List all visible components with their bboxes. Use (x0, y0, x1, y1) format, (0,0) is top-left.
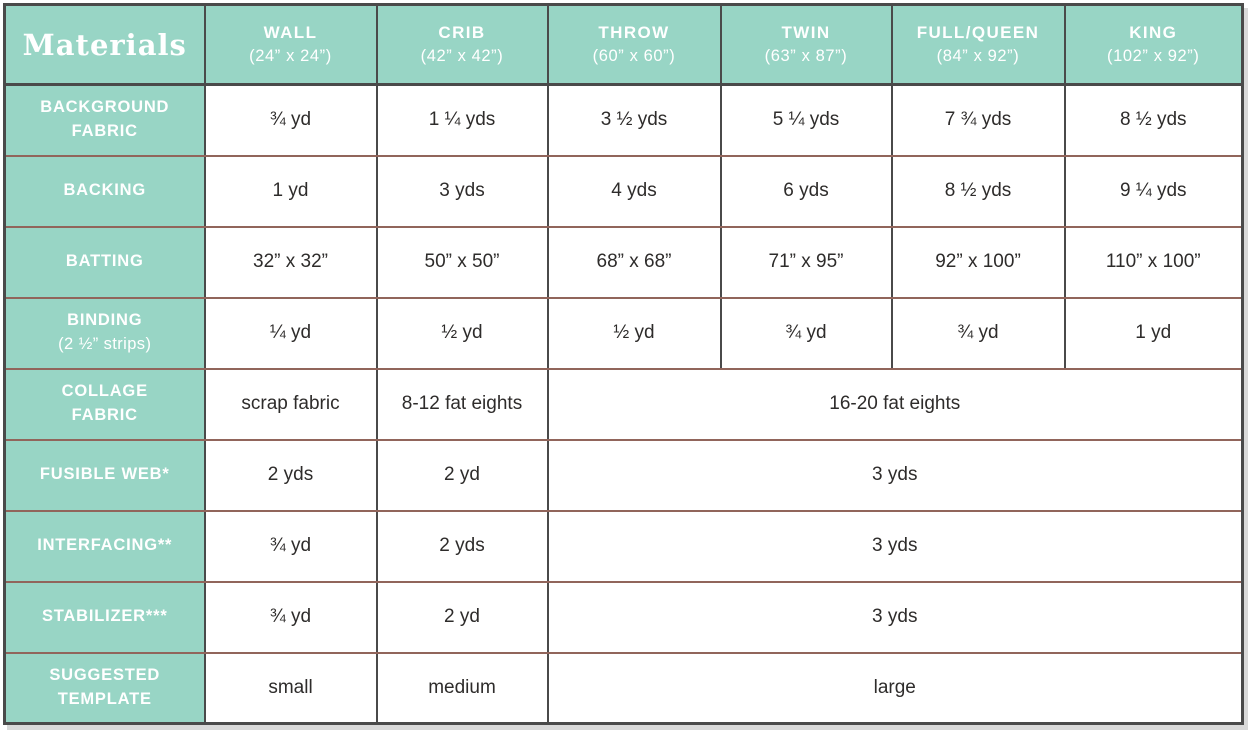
row-label-cell: BINDING (2 ½” strips) (3, 296, 206, 370)
table-title-cell: Materials (3, 3, 206, 86)
column-size: (60” x 60”) (592, 47, 676, 66)
row-label-text: BACKGROUND (40, 98, 170, 117)
row-label-cell: INTERFACING** (3, 509, 206, 583)
data-cell: 3 yds (546, 509, 1244, 583)
table-row: COLLAGE FABRIC scrap fabric 8-12 fat eights… (3, 367, 1244, 441)
column-name: KING (1129, 23, 1178, 43)
data-cell: ½ yd (546, 296, 722, 370)
row-label-text: BATTING (65, 252, 144, 271)
data-cell: ¾ yd (203, 509, 378, 583)
row-label-text: BACKING (63, 181, 147, 200)
column-size: (102” x 92”) (1107, 47, 1200, 66)
table-row: SUGGESTED TEMPLATE small medium large (3, 651, 1244, 725)
table-row: BACKING 1 yd 3 yds 4 yds 6 yds 8 ½ yds 9 ¼ yds (3, 154, 1244, 228)
column-header-full-queen: FULL/QUEEN (84” x 92”) (890, 3, 1066, 86)
data-cell: 2 yds (375, 509, 549, 583)
data-cell: 2 yd (375, 438, 549, 512)
data-cell: 3 yds (375, 154, 549, 228)
column-header-twin: TWIN (63” x 87”) (719, 3, 893, 86)
column-size: (24” x 24”) (249, 47, 332, 66)
column-size: (63” x 87”) (764, 47, 848, 66)
data-cell: ¾ yd (890, 296, 1066, 370)
column-header-king: KING (102” x 92”) (1063, 3, 1244, 86)
row-sublabel-text: (2 ½” strips) (58, 335, 152, 353)
table-row: BATTING 32” x 32” 50” x 50” 68” x 68” 71” x … (3, 225, 1244, 299)
data-cell: 50” x 50” (375, 225, 549, 299)
column-size: (42” x 42”) (420, 47, 504, 66)
row-label-text: FABRIC (71, 406, 138, 424)
table-title: Materials (22, 27, 187, 62)
data-cell: 1 ¼ yds (375, 83, 549, 157)
data-cell: ¼ yd (203, 296, 378, 370)
column-header-wall: WALL (24” x 24”) (203, 3, 378, 86)
row-label-text: FUSIBLE WEB* (39, 465, 170, 484)
row-label-text: STABILIZER*** (41, 607, 168, 626)
data-cell: 9 ¼ yds (1063, 154, 1244, 228)
column-name: WALL (263, 23, 318, 43)
column-header-crib: CRIB (42” x 42”) (375, 3, 549, 86)
data-cell: 5 ¼ yds (719, 83, 893, 157)
header-row: Materials WALL (24” x 24”) CRIB (42” x 4… (3, 3, 1244, 86)
data-cell: 3 ½ yds (546, 83, 722, 157)
data-cell: small (203, 651, 378, 725)
column-size: (84” x 92”) (936, 47, 1020, 66)
data-cell: ¾ yd (203, 83, 378, 157)
data-cell: 7 ¾ yds (890, 83, 1066, 157)
data-cell: 16-20 fat eights (546, 367, 1244, 441)
row-label-text: INTERFACING** (37, 536, 173, 555)
data-cell: 6 yds (719, 154, 893, 228)
row-label-text: COLLAGE (61, 382, 148, 401)
data-cell: ½ yd (375, 296, 549, 370)
row-label-cell: STABILIZER*** (3, 580, 206, 654)
table-row: INTERFACING** ¾ yd 2 yds 3 yds (3, 509, 1244, 583)
data-cell: ¾ yd (719, 296, 893, 370)
data-cell: 71” x 95” (719, 225, 893, 299)
data-cell: 110” x 100” (1063, 225, 1244, 299)
row-label-text: TEMPLATE (57, 689, 152, 708)
data-cell: 3 yds (546, 438, 1244, 512)
column-header-throw: THROW (60” x 60”) (546, 3, 722, 86)
data-cell: 8 ½ yds (1063, 83, 1244, 157)
row-label-text: FABRIC (71, 122, 138, 141)
data-cell: 2 yd (375, 580, 549, 654)
data-cell: 4 yds (546, 154, 722, 228)
table-row: FUSIBLE WEB* 2 yds 2 yd 3 yds (3, 438, 1244, 512)
data-cell: scrap fabric (203, 367, 378, 441)
materials-table: Materials WALL (24” x 24”) CRIB (42” x 4… (3, 3, 1244, 725)
table-row: BINDING (2 ½” strips) ¼ yd ½ yd ½ yd ¾ yd ¾ yd… (3, 296, 1244, 370)
row-label-cell: SUGGESTED TEMPLATE (3, 651, 206, 725)
column-name: FULL/QUEEN (916, 23, 1040, 43)
row-label-cell: BACKING (3, 154, 206, 228)
table-row: BACKGROUND FABRIC ¾ yd 1 ¼ yds 3 ½ yds 5 ¼ yd… (3, 83, 1244, 157)
row-label-cell: BACKGROUND FABRIC (3, 83, 206, 157)
data-cell: 1 yd (1063, 296, 1244, 370)
data-cell: ¾ yd (203, 580, 378, 654)
data-cell: 1 yd (203, 154, 378, 228)
column-name: THROW (598, 23, 670, 43)
table-header: Materials WALL (24” x 24”) CRIB (42” x 4… (3, 3, 1244, 86)
row-label-text: SUGGESTED (49, 665, 161, 684)
data-cell: 3 yds (546, 580, 1244, 654)
data-cell: medium (375, 651, 549, 725)
column-name: TWIN (781, 23, 831, 43)
row-label-cell: COLLAGE FABRIC (3, 367, 206, 441)
column-name: CRIB (438, 23, 486, 43)
row-label-cell: BATTING (3, 225, 206, 299)
data-cell: large (546, 651, 1244, 725)
data-cell: 32” x 32” (203, 225, 378, 299)
table-row: STABILIZER*** ¾ yd 2 yd 3 yds (3, 580, 1244, 654)
row-label-cell: FUSIBLE WEB* (3, 438, 206, 512)
row-label-text: BINDING (67, 311, 143, 330)
data-cell: 8 ½ yds (890, 154, 1066, 228)
data-cell: 8-12 fat eights (375, 367, 549, 441)
table-body: BACKGROUND FABRIC ¾ yd 1 ¼ yds 3 ½ yds 5 ¼ yd… (3, 83, 1244, 725)
data-cell: 2 yds (203, 438, 378, 512)
data-cell: 68” x 68” (546, 225, 722, 299)
data-cell: 92” x 100” (890, 225, 1066, 299)
